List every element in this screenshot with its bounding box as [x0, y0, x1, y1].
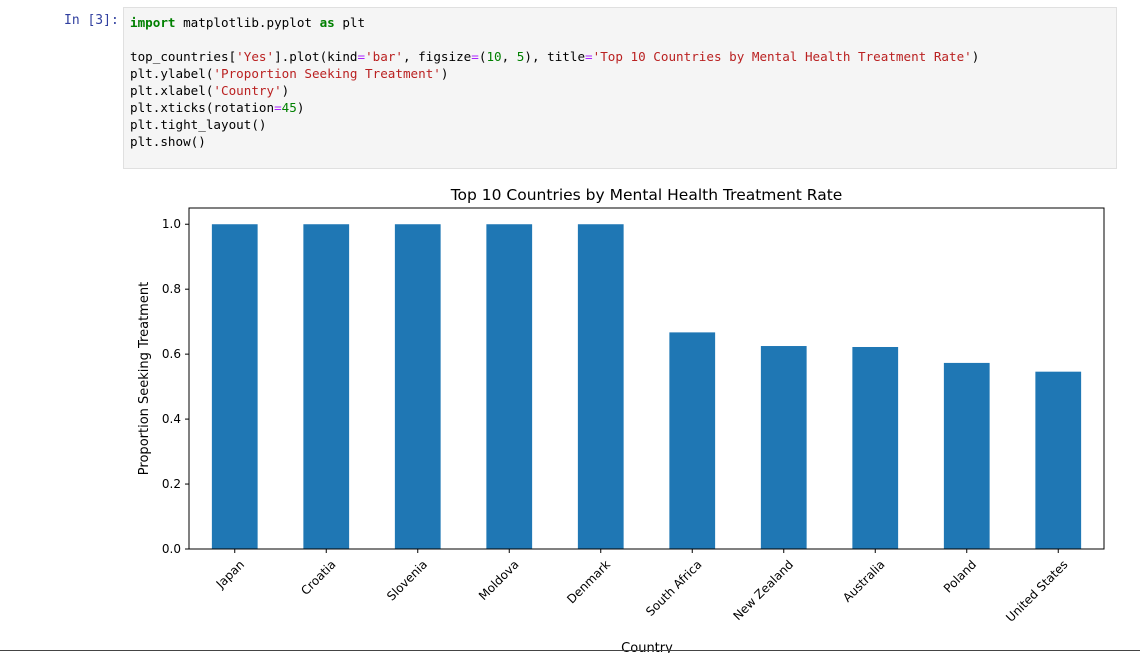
x-tick-label: Japan [213, 557, 247, 591]
code-token: = [585, 49, 593, 64]
x-tick-label: Croatia [298, 557, 338, 597]
code-token: ), title [524, 49, 586, 64]
x-tick-label: United States [1003, 557, 1070, 624]
x-tick-label: Slovenia [384, 557, 430, 603]
bar-chart: 0.0 0.2 0.4 0.6 0.8 1.0 Japan Croatia Slovenia M… [137, 186, 1105, 653]
bar [669, 332, 716, 549]
code-token: ) [440, 66, 449, 81]
x-tick-label: New Zealand [730, 557, 796, 623]
code-token: 5 [516, 49, 525, 64]
bar [486, 224, 533, 549]
output-divider [0, 650, 1140, 651]
code-cell[interactable]: import matplotlib.pyplot as plt top_count… [123, 7, 1117, 169]
code-line: plt.show() [130, 133, 1116, 150]
code-line: top_countries['Yes'].plot(kind='bar', fi… [130, 48, 1116, 65]
code-token: plt [334, 15, 366, 30]
bar [394, 224, 441, 549]
y-tick-label: 0.0 [162, 542, 181, 556]
code-token: 'Proportion Seeking Treatment' [213, 66, 441, 81]
code-token: plt.tight_layout() [130, 117, 267, 132]
code-line: plt.tight_layout() [130, 116, 1116, 133]
x-tick-label: Poland [941, 557, 979, 595]
x-tick-label: Australia [840, 557, 887, 604]
code-editor[interactable]: import matplotlib.pyplot as plt top_count… [124, 8, 1116, 150]
bar [1035, 371, 1082, 549]
y-tick-label: 0.6 [162, 347, 181, 361]
y-tick-label: 1.0 [162, 217, 181, 231]
code-token: , [501, 49, 517, 64]
code-token: 45 [281, 100, 297, 115]
code-token: import [130, 15, 176, 30]
code-token: 'Country' [213, 83, 282, 98]
code-token: ( [478, 49, 487, 64]
code-token: = [471, 49, 479, 64]
bar [577, 224, 624, 549]
code-token: top_countries[ [130, 49, 237, 64]
code-token: ) [296, 100, 305, 115]
code-line: plt.xlabel('Country') [130, 82, 1116, 99]
code-token: 'Top 10 Countries by Mental Health Treat… [592, 49, 972, 64]
code-line: plt.xticks(rotation=45) [130, 99, 1116, 116]
code-line: import matplotlib.pyplot as plt [130, 14, 1116, 31]
x-tick-label: Moldova [476, 557, 522, 603]
chart-title: Top 10 Countries by Mental Health Treatm… [450, 186, 843, 204]
x-tick-label: South Africa [643, 557, 704, 618]
code-token: ].plot(kind [274, 49, 358, 64]
code-token: plt.xticks(rotation [130, 100, 275, 115]
y-tick-label: 0.8 [162, 282, 181, 296]
bars-group [211, 224, 1082, 549]
bar [852, 346, 899, 549]
plot-frame [188, 207, 1105, 550]
code-token: matplotlib.pyplot [175, 15, 320, 30]
code-token: , figsize [403, 49, 472, 64]
code-token: as [319, 15, 335, 30]
bar [760, 346, 807, 549]
y-tick-label: 0.4 [162, 412, 181, 426]
y-tick-label: 0.2 [162, 477, 181, 491]
code-line [130, 31, 1116, 48]
code-token: plt.ylabel( [130, 66, 214, 81]
code-token: 'Yes' [236, 49, 275, 64]
bar [303, 224, 350, 549]
code-token: ) [971, 49, 980, 64]
x-tick-label: Denmark [564, 557, 613, 606]
y-axis-label: Proportion Seeking Treatment [137, 282, 152, 475]
bar [943, 362, 990, 549]
code-token: 10 [486, 49, 502, 64]
code-token: = [357, 49, 366, 64]
x-axis-ticks: Japan Croatia Slovenia Moldova Denmark South … [213, 549, 1071, 625]
code-token: 'bar' [365, 49, 403, 64]
y-axis-ticks: 0.0 0.2 0.4 0.6 0.8 1.0 [162, 217, 189, 556]
code-token: plt.xlabel( [130, 83, 214, 98]
code-line: plt.ylabel('Proportion Seeking Treatment… [130, 65, 1116, 82]
code-token: ) [281, 83, 290, 98]
code-token: plt.show() [130, 134, 206, 149]
code-token: = [274, 100, 282, 115]
x-axis-label: Country [621, 641, 673, 653]
bar [211, 224, 258, 549]
cell-prompt: In [3]: [64, 13, 119, 28]
